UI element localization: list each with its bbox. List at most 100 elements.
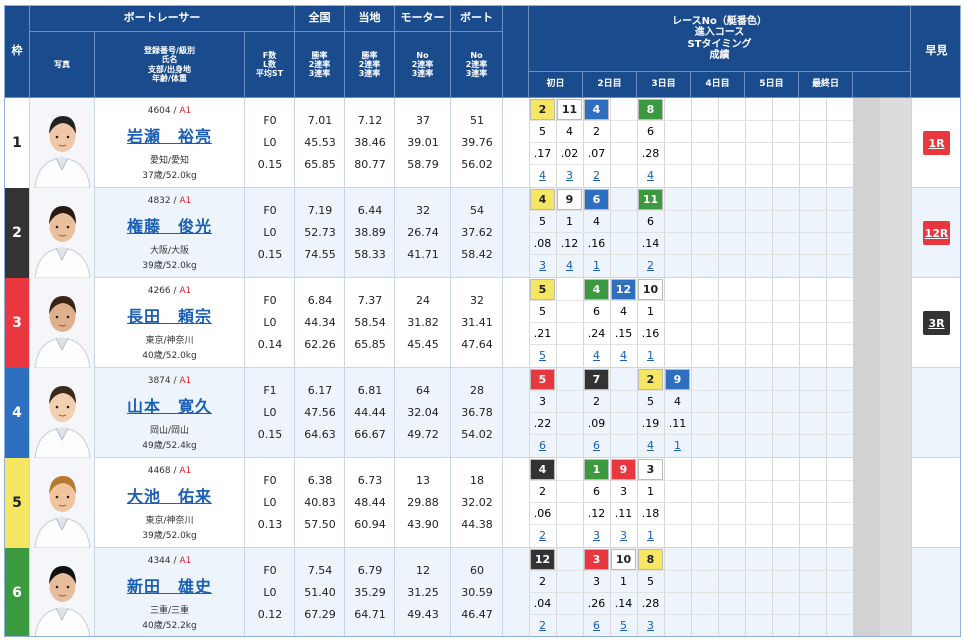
grid-line (691, 458, 692, 548)
hayami-race-button[interactable]: 3R (923, 311, 950, 335)
fl-st-value: F0 (263, 563, 277, 577)
race-result-link[interactable]: 4 (539, 169, 546, 182)
grid-line (799, 368, 800, 458)
race-result-link[interactable]: 2 (647, 259, 654, 272)
boat-rate-col (451, 548, 503, 636)
race-number-badge: 4 (530, 459, 555, 480)
race-number-badge: 3 (638, 459, 663, 480)
motor-rate-col (395, 368, 451, 458)
race-result-link[interactable]: 1 (647, 349, 654, 362)
local-rate-col (345, 458, 395, 548)
header-racer-group: ボートレーサー (30, 6, 295, 32)
race-result-link[interactable]: 3 (539, 259, 546, 272)
motor-rate-value: 31.25 (407, 585, 439, 599)
race-result-link[interactable]: 5 (539, 349, 546, 362)
racer-info: 3874 / A1 山本 寛久 岡山/岡山 49歳/52.4kg (95, 368, 245, 458)
race-result-link[interactable]: 6 (539, 439, 546, 452)
race-result-link[interactable]: 3 (620, 529, 627, 542)
hayami-race-button[interactable]: 1R (923, 131, 950, 155)
race-result-link[interactable]: 4 (593, 349, 600, 362)
hayami-cell (911, 458, 960, 548)
race-st-timing: .26 (587, 597, 606, 610)
race-result-link[interactable]: 6 (593, 439, 600, 452)
fl-st-value: L0 (263, 315, 277, 329)
local-rate-value: 58.54 (354, 315, 386, 329)
boat-rate-value: 58.42 (461, 247, 493, 261)
local-rate-col (345, 368, 395, 458)
race-result-link[interactable]: 4 (647, 439, 654, 452)
national-rate-value: 6.17 (307, 383, 333, 397)
race-result-link[interactable]: 5 (620, 619, 627, 632)
racer-name-link[interactable]: 権藤 俊光 (126, 217, 212, 236)
motor-rate-col (395, 458, 451, 548)
grid-line (799, 188, 800, 278)
racer-name-link[interactable]: 岩瀬 裕亮 (126, 127, 212, 146)
racer-name-link[interactable]: 大池 佑来 (126, 487, 212, 506)
header-hayami: 早見 (911, 6, 960, 98)
race-result-link[interactable]: 3 (647, 619, 654, 632)
motor-rate-value: 43.90 (407, 517, 439, 531)
grid-line (529, 502, 853, 503)
gray-column (880, 458, 911, 548)
race-result-link[interactable]: 1 (674, 439, 681, 452)
local-rate-value: 7.37 (357, 293, 383, 307)
race-course: 2 (539, 485, 546, 498)
boat-rate-col (451, 278, 503, 368)
race-result-link[interactable]: 3 (593, 529, 600, 542)
local-rate-value: 6.79 (357, 563, 383, 577)
racer-name-link[interactable]: 新田 雄史 (126, 577, 212, 596)
racer-row (5, 278, 960, 368)
racer-portrait-icon (30, 458, 94, 548)
race-result-link[interactable]: 4 (647, 169, 654, 182)
racer-class: A1 (179, 286, 192, 296)
national-rate-value: 47.56 (304, 405, 336, 419)
grid-line (826, 98, 827, 188)
reg-class: 4266 / A1 (147, 286, 192, 296)
grid-line (583, 458, 584, 548)
grid-line (826, 368, 827, 458)
motor-rate-value: 12 (416, 563, 430, 577)
boat-rate-value: 36.78 (461, 405, 493, 419)
race-number-badge: 12 (611, 279, 636, 300)
motor-rate-value: 29.88 (407, 495, 439, 509)
hayami-race-button[interactable]: 12R (923, 221, 950, 245)
gray-column (853, 368, 880, 458)
header-zenkoku-rate: 勝率 2連率 3連率 (295, 32, 345, 98)
reg-number: 4344 (147, 556, 171, 566)
race-result-link[interactable]: 4 (566, 259, 573, 272)
race-st-timing: .24 (587, 327, 606, 340)
header-motor: モーター (395, 6, 451, 32)
grid-line (718, 368, 719, 458)
race-result-link[interactable]: 2 (539, 529, 546, 542)
race-course: 2 (539, 575, 546, 588)
reg-number: 4832 (147, 196, 171, 206)
national-rate-value: 7.54 (307, 563, 333, 577)
race-result-link[interactable]: 6 (593, 619, 600, 632)
national-rate-value: 52.73 (304, 225, 336, 239)
race-result-link[interactable]: 3 (566, 169, 573, 182)
racer-name-link[interactable]: 長田 頼宗 (126, 307, 212, 326)
race-result-link[interactable]: 2 (593, 169, 600, 182)
boat-rate-value: 18 (470, 473, 484, 487)
fl-st-value: F0 (263, 473, 277, 487)
racer-photo (30, 458, 95, 548)
grid-line (529, 300, 853, 301)
motor-rate-value: 41.71 (407, 247, 439, 261)
race-result-link[interactable]: 1 (647, 529, 654, 542)
race-number-badge: 7 (584, 369, 609, 390)
racer-name-link[interactable]: 山本 寛久 (126, 397, 212, 416)
race-number-badge: 5 (530, 369, 555, 390)
grid-line (745, 188, 746, 278)
fl-st-col (245, 368, 295, 458)
race-result-link[interactable]: 4 (620, 349, 627, 362)
reg-number: 4266 (147, 286, 171, 296)
grid-line (637, 98, 638, 188)
header-motor-rate: No 2連率 3連率 (395, 32, 451, 98)
grid-line (745, 368, 746, 458)
grid-line (610, 98, 611, 188)
waku-number: 6 (5, 548, 30, 636)
grid-line (826, 188, 827, 278)
race-number-badge: 10 (638, 279, 663, 300)
race-result-link[interactable]: 2 (539, 619, 546, 632)
race-result-link[interactable]: 1 (593, 259, 600, 272)
